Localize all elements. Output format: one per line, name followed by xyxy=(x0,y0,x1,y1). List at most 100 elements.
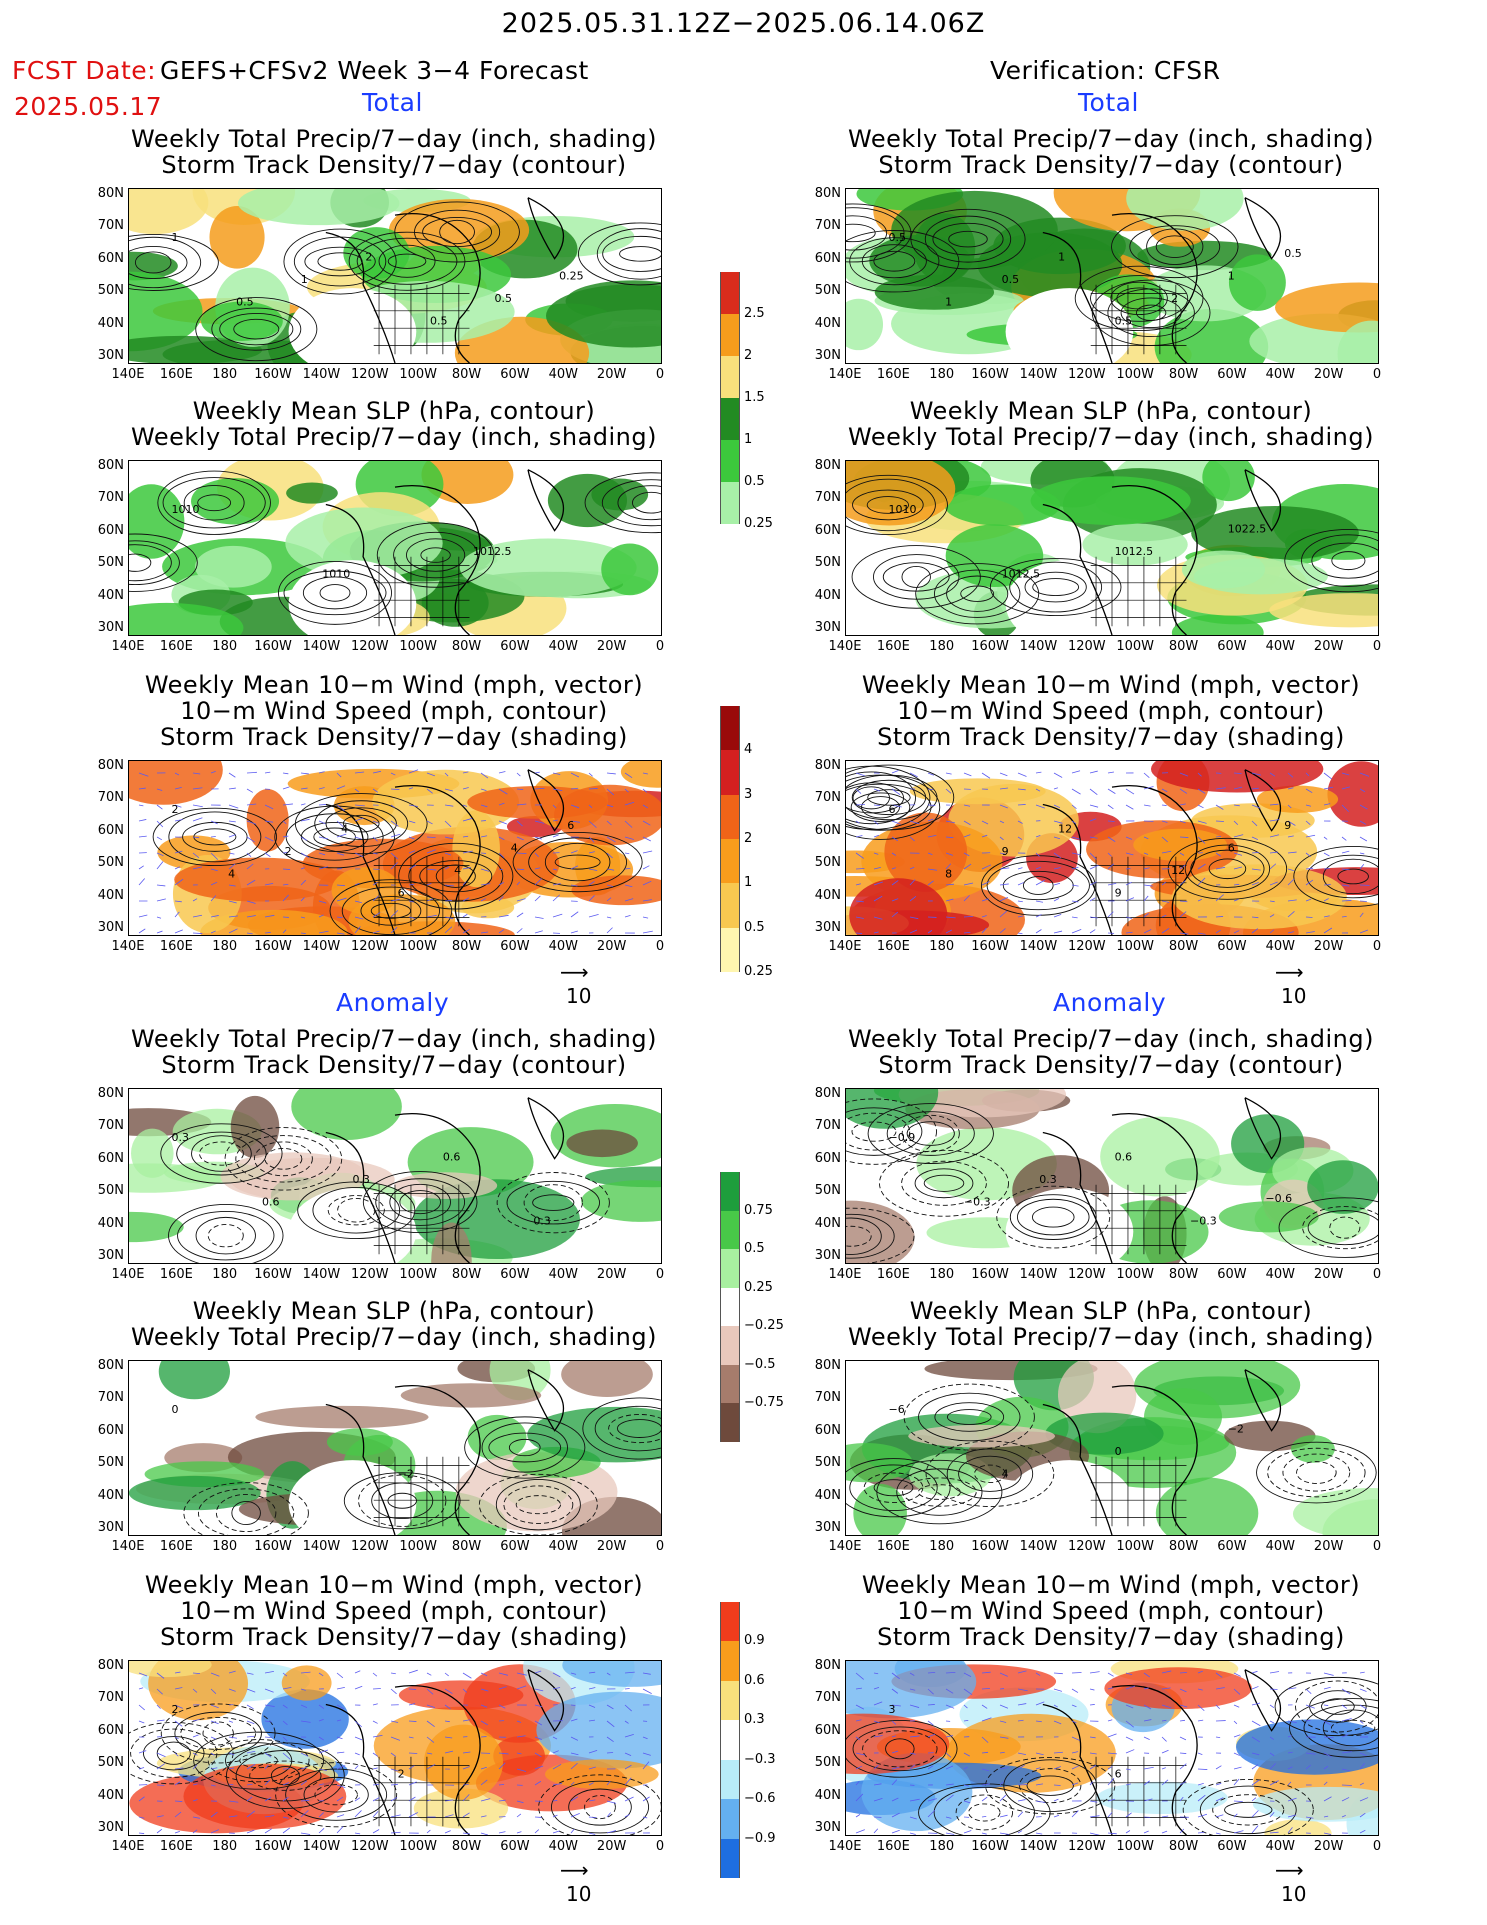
contour-line xyxy=(1155,235,1194,259)
contour-line xyxy=(464,1416,586,1479)
wind-vector xyxy=(264,1704,275,1707)
wind-vector xyxy=(1017,820,1023,824)
colorbar-label: −0.25 xyxy=(744,1318,784,1334)
wind-vector xyxy=(192,1799,198,1802)
wind-vector xyxy=(552,834,559,838)
wind-vector xyxy=(372,1797,380,1802)
lon-tick-label: 20W xyxy=(596,1839,627,1854)
lon-tick-label: 160E xyxy=(876,639,910,654)
contour-line xyxy=(846,207,905,259)
wind-vector xyxy=(891,1750,899,1754)
wind-vector xyxy=(300,1671,311,1674)
wind-vector xyxy=(1017,1670,1027,1674)
wind-vector xyxy=(354,1720,363,1728)
contour-line xyxy=(1256,1441,1377,1504)
wind-vector xyxy=(1161,1779,1169,1786)
contour-line xyxy=(195,297,318,362)
lon-tick-label: 120W xyxy=(350,1267,389,1282)
wind-vector xyxy=(372,1829,380,1834)
lon-tick-label: 80W xyxy=(451,1539,482,1554)
wind-vector xyxy=(174,1736,179,1740)
wind-vector xyxy=(909,772,918,778)
shading-blob xyxy=(571,875,661,906)
contour-line xyxy=(846,1207,915,1263)
wind-vector xyxy=(891,852,897,856)
wind-vector xyxy=(1017,1703,1027,1706)
lat-tick-label: 70N xyxy=(814,1390,841,1406)
wind-vector xyxy=(1359,900,1367,902)
lon-tick-label: 180 xyxy=(212,1539,238,1554)
contour-line xyxy=(846,783,932,831)
lon-tick-label: 60W xyxy=(1217,939,1247,954)
wind-vector xyxy=(552,1800,558,1802)
wind-vector xyxy=(408,820,416,824)
wind-vector xyxy=(480,835,488,838)
wind-vector xyxy=(1305,804,1312,807)
wind-vector xyxy=(927,1671,936,1674)
wind-vector xyxy=(192,1734,199,1738)
lon-tick-label: 160E xyxy=(159,1539,193,1554)
contour-line xyxy=(1129,225,1221,269)
lat-tick-label: 40N xyxy=(97,1215,124,1231)
wind-vector xyxy=(1089,1764,1097,1770)
lon-tick-label: 140E xyxy=(828,1839,862,1854)
wind-vector xyxy=(1233,804,1240,807)
contour-line xyxy=(160,1123,283,1184)
wind-vector xyxy=(354,771,365,774)
map-canvas: 22 xyxy=(129,1661,661,1835)
wind-vector xyxy=(588,913,599,918)
wind-vector xyxy=(264,1736,272,1739)
wind-vector xyxy=(1215,1736,1221,1739)
lat-tick-label: 80N xyxy=(814,758,841,773)
lon-tick-label: 140W xyxy=(1019,367,1058,382)
contour-line xyxy=(198,1141,244,1166)
shading-blob xyxy=(424,1724,504,1800)
contour-line xyxy=(1110,281,1168,316)
wind-vector xyxy=(588,1671,596,1674)
shading-blob xyxy=(413,1788,509,1829)
wind-vector xyxy=(228,1752,235,1756)
vector-reference-left-anomaly: ⟶ 10 xyxy=(560,1858,592,1906)
lat-tick-label: 80N xyxy=(97,186,124,201)
lat-tick-label: 30N xyxy=(814,920,841,935)
contour-line xyxy=(852,489,924,521)
wind-vector xyxy=(390,852,399,860)
panel-title-r5-forecast: Weekly Mean SLP (hPa, contour) Weekly Tot… xyxy=(114,1298,674,1350)
wind-vector xyxy=(552,1672,561,1678)
wind-vector xyxy=(1287,772,1294,778)
wind-vector xyxy=(246,771,257,774)
wind-vector xyxy=(1035,866,1042,870)
wind-vector xyxy=(408,883,415,886)
contour-line xyxy=(503,1485,574,1524)
wind-vector xyxy=(1233,1720,1238,1725)
contour-line xyxy=(129,245,188,279)
shading-blob xyxy=(286,482,338,504)
lon-tick-label: 80W xyxy=(1168,367,1199,382)
wind-vector xyxy=(174,787,182,790)
wind-vector xyxy=(963,1784,970,1787)
wind-vector xyxy=(210,1829,219,1834)
lon-tick-label: 80W xyxy=(1168,939,1199,954)
wind-vector xyxy=(1323,1796,1332,1802)
wind-vector xyxy=(1341,884,1350,887)
wind-vector xyxy=(534,1670,542,1674)
contour-line xyxy=(923,1174,965,1192)
wind-vector xyxy=(606,788,614,796)
wind-vector xyxy=(372,895,379,902)
wind-vector xyxy=(210,770,216,774)
shading-blob xyxy=(874,274,995,310)
contour-line xyxy=(1321,1698,1355,1715)
wind-vector xyxy=(300,1810,309,1818)
coastline xyxy=(325,1369,565,1535)
colorbar-label: −0.75 xyxy=(744,1395,784,1411)
wind-vector xyxy=(390,1831,401,1834)
wind-vector xyxy=(552,1814,558,1818)
wind-vector xyxy=(1017,1830,1023,1834)
wind-vector xyxy=(624,1777,632,1786)
wind-vector xyxy=(1125,868,1131,870)
contour-line xyxy=(1306,854,1378,899)
contour-line xyxy=(387,1492,417,1509)
wind-vector xyxy=(1323,836,1328,840)
wind-vector xyxy=(1125,897,1135,902)
wind-vector xyxy=(300,803,306,806)
